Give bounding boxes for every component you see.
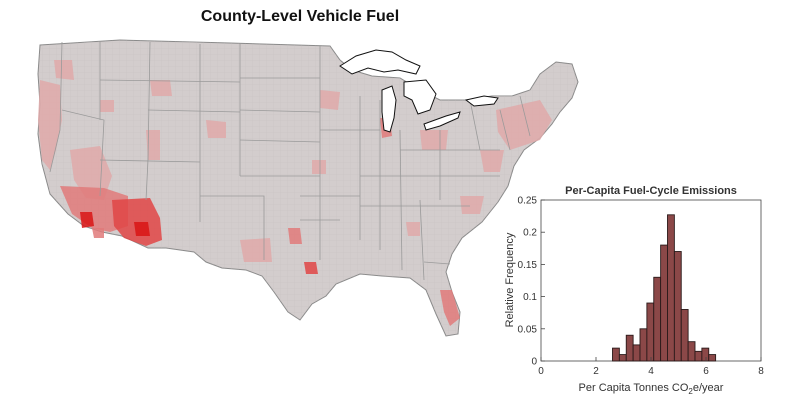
histogram-bar-13: [701, 347, 710, 362]
histogram-bar-4: [639, 328, 648, 362]
histogram-bar-12: [694, 350, 703, 362]
histogram-ylabel: Relative Frequency: [504, 232, 516, 327]
xlabel-tail: e/year: [693, 382, 724, 394]
hotspot-los-angeles: [80, 212, 94, 228]
histogram-xlabel: Per Capita Tonnes CO2e/year: [579, 382, 724, 396]
x-tick-label-4: 8: [758, 366, 764, 377]
histogram-bar-6: [653, 276, 662, 362]
x-tick-label-2: 4: [648, 366, 654, 377]
y-tick-label-1: 0.05: [518, 324, 538, 335]
lake-michigan: [381, 85, 397, 133]
hotspot-northeast: [496, 100, 552, 150]
histogram-x-ticks: 0 2 4 6 8: [538, 357, 764, 377]
histogram-bar-7: [660, 244, 668, 362]
histogram-bar-8: [667, 214, 675, 362]
histogram-bar-3: [632, 344, 641, 362]
hotspot-utah: [146, 130, 160, 160]
histogram-bar-11: [687, 341, 696, 362]
histogram-bars: [612, 214, 717, 362]
xlabel-subscript: 2: [688, 387, 693, 396]
histogram-bar-1: [618, 354, 627, 362]
hotspot-dallas: [288, 228, 302, 244]
lake-erie: [423, 111, 461, 131]
y-tick-label-4: 0.2: [523, 228, 537, 239]
y-tick-label-2: 0.1: [523, 292, 537, 303]
lake-superior: [339, 49, 421, 75]
hotspot-atlanta: [406, 222, 420, 236]
state-borders: [49, 41, 531, 281]
lake-ontario: [464, 95, 499, 107]
histogram-bar-14: [708, 354, 717, 362]
y-tick-label-3: 0.15: [518, 260, 538, 271]
x-tick-label-3: 6: [703, 366, 709, 377]
hotspot-wyoming: [150, 80, 172, 96]
great-lakes: [339, 49, 499, 133]
lake-huron: [403, 79, 437, 115]
hotspot-midwest: [320, 90, 340, 110]
y-tick-label-0: 0: [531, 357, 537, 368]
hotspot-carolinas: [460, 196, 484, 214]
hotspot-houston: [304, 262, 318, 274]
hotspot-san-diego: [92, 228, 104, 238]
hotspot-mid-atlantic: [480, 150, 504, 172]
hotspot-florida: [440, 290, 460, 326]
map-title: County-Level Vehicle Fuel: [200, 8, 400, 25]
hotspot-ohio: [420, 130, 448, 150]
histogram-bar-9: [673, 251, 682, 362]
hotspot-socal-desert: [60, 186, 128, 232]
hotspot-kansas-city: [312, 160, 326, 174]
xlabel-main: Per Capita Tonnes CO: [579, 382, 689, 394]
histogram-bar-0: [612, 347, 620, 362]
y-tick-label-5: 0.25: [518, 196, 538, 207]
histogram-y-ticks: 0 0.05 0.1 0.15 0.2 0.25: [518, 196, 545, 368]
histogram-bar-5: [646, 302, 655, 362]
hotspot-oregon-idaho: [54, 60, 74, 80]
histogram-title: Per-Capita Fuel-Cycle Emissions: [565, 185, 737, 197]
x-tick-label-0: 0: [538, 366, 544, 377]
histogram-bar-10: [680, 309, 689, 362]
histogram-bar-2: [625, 334, 634, 362]
county-grid: [38, 40, 578, 336]
hotspot-nevada: [70, 146, 112, 200]
x-tick-label-1: 2: [593, 366, 599, 377]
hotspot-montana: [100, 100, 114, 112]
hotspot-colorado: [206, 120, 226, 138]
hotspot-phoenix: [134, 222, 150, 236]
emission-hotspots: [38, 60, 552, 326]
